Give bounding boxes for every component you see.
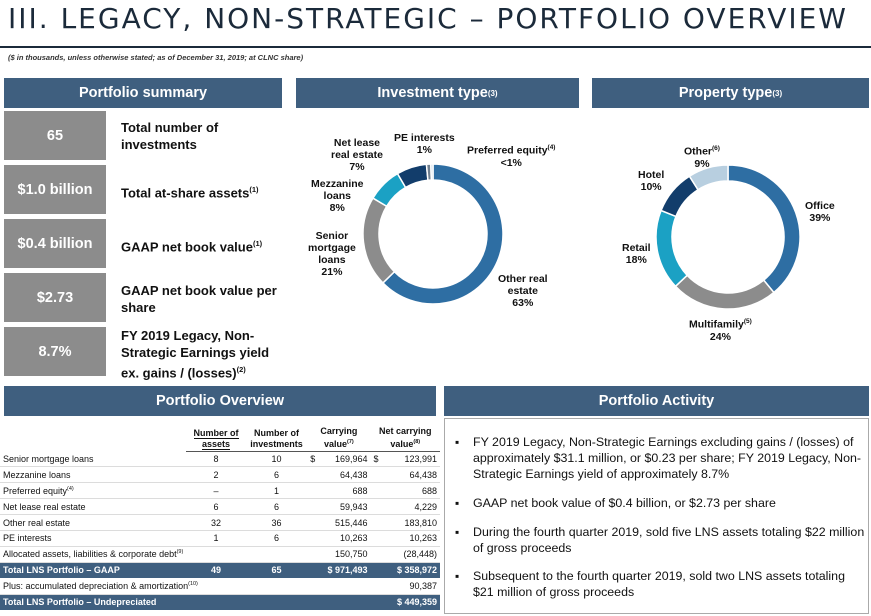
metric-value: $0.4 billion [4, 219, 106, 268]
multifamily-label: Multifamily(5) 24% [689, 318, 752, 343]
preferred-equity-label: Preferred equity(4) <1% [467, 144, 556, 169]
metric-label: GAAP net book value per share [121, 283, 277, 315]
table-row: Other real estate 32 36 515,446 183,810 [0, 514, 440, 531]
col-assets-header: Number of assets [186, 419, 246, 452]
slice-preferred-equity [430, 163, 434, 181]
page-title: III. LEGACY, NON-STRATEGIC – PORTFOLIO O… [8, 2, 848, 35]
activity-bullet: FY 2019 Legacy, Non-Strategic Earnings e… [473, 435, 861, 481]
portfolio-overview-banner: Portfolio Overview [4, 386, 436, 416]
other-real-estate-label: Other real estate 63% [498, 273, 548, 309]
table-row: PE interests 1 6 10,263 10,263 [0, 530, 440, 547]
metric-label: Total at-share assets(1) [121, 185, 259, 201]
title-rule [0, 46, 871, 48]
portfolio-summary-banner: Portfolio summary [4, 78, 282, 108]
slice-senior-mortgage-loans [362, 197, 396, 284]
bullet-icon: ▪ [455, 435, 460, 449]
portfolio-overview-table: Number of assets Number of investments Car… [0, 419, 440, 610]
metric-label: GAAP net book value(1) [121, 239, 263, 255]
slice-retail [655, 209, 689, 288]
col-carrying-header: Carrying value(7) [307, 419, 371, 452]
col-net-carrying-header: Net carrying value(8) [370, 419, 440, 452]
activity-bullet: Subsequent to the fourth quarter 2019, s… [473, 569, 845, 599]
table-row: Preferred equity(4) –1 688 688 [0, 482, 440, 500]
slice-office [727, 164, 801, 294]
office-label: Office 39% [805, 200, 835, 224]
metric-value: 8.7% [4, 327, 106, 376]
property-type-banner: Property type (3) [592, 78, 869, 108]
metric-value: $2.73 [4, 273, 106, 322]
table-row: Allocated assets, liabilities & corporat… [0, 546, 440, 563]
total-undepreciated-row: Total LNS Portfolio – Undepreciated $ 449… [0, 594, 440, 610]
senior-mortgage-label: Senior mortgage loans 21% [308, 230, 356, 278]
investment-type-banner: Investment type (3) [296, 78, 579, 108]
bullet-icon: ▪ [455, 496, 460, 510]
table-header-row: Number of assets Number of investments Car… [0, 419, 440, 452]
investment-type-donut-chart [362, 163, 504, 305]
property-type-donut-chart [655, 164, 801, 310]
portfolio-activity-panel: ▪ FY 2019 Legacy, Non-Strategic Earnings… [444, 418, 869, 614]
portfolio-activity-banner: Portfolio Activity [444, 386, 869, 416]
pe-interests-label: PE interests 1% [394, 132, 455, 156]
col-investments-header: Number of investments [245, 419, 308, 452]
table-row: Mezzanine loans 2 6 64,438 64,438 [0, 466, 440, 484]
hotel-label: Hotel 10% [638, 169, 665, 193]
retail-label: Retail 18% [622, 242, 651, 266]
slice-other-real-estate [381, 163, 504, 305]
mezzanine-label: Mezzanine loans 8% [311, 178, 364, 214]
net-lease-label: Net lease real estate 7% [331, 137, 383, 173]
bullet-icon: ▪ [455, 569, 460, 583]
metric-label: Total number of investments [121, 120, 219, 152]
activity-bullet: GAAP net book value of $0.4 billion, or … [473, 496, 776, 510]
metric-value: 65 [4, 111, 106, 160]
total-gaap-row: Total LNS Portfolio – GAAP 49 65 $ 971,493 $… [0, 562, 440, 579]
table-row: Senior mortgage loans 8 10 $169,964 $123,991 [0, 451, 440, 468]
page-subtitle: ($ in thousands, unless otherwise stated… [8, 53, 304, 62]
metric-label: FY 2019 Legacy, Non- Strategic Earnings y… [121, 328, 270, 381]
other-property-label: Other(6) 9% [684, 145, 720, 170]
table-row: Net lease real estate 6 6 59,943 4,229 [0, 498, 440, 516]
depreciation-row: Plus: accumulated depreciation & amortiz… [0, 578, 440, 595]
metric-value: $1.0 billion [4, 165, 106, 214]
bullet-icon: ▪ [455, 525, 460, 539]
slice-multifamily [674, 274, 775, 310]
slice-other [688, 164, 729, 191]
activity-bullet: During the fourth quarter 2019, sold fiv… [473, 525, 865, 555]
